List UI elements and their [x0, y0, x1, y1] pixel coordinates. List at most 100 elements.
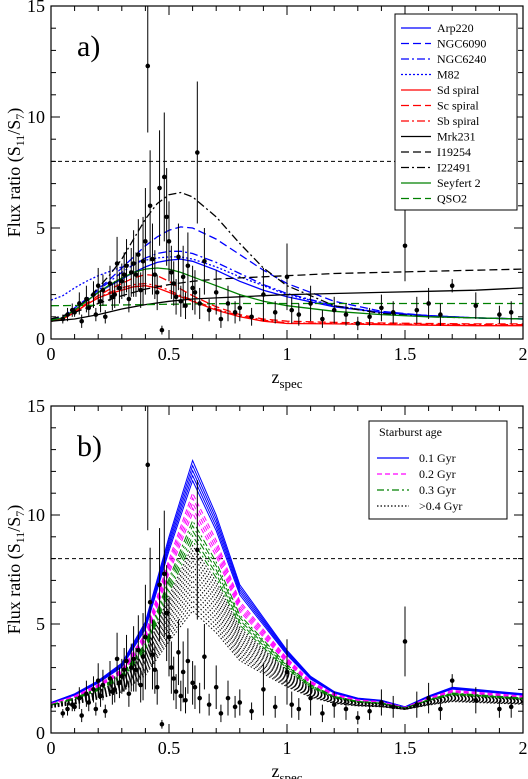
y-axis-title-part: 7 — [13, 511, 27, 517]
legend-label: M82 — [437, 68, 460, 82]
data-point — [225, 695, 231, 701]
data-point — [112, 292, 118, 297]
data-point — [379, 305, 384, 311]
data-point — [164, 610, 169, 616]
data-point — [183, 303, 188, 309]
data-point — [164, 214, 169, 220]
data-point — [112, 687, 118, 692]
data-point — [173, 689, 179, 694]
data-point — [169, 665, 174, 670]
data-point — [190, 680, 195, 686]
data-point — [131, 656, 136, 662]
y-axis-title-part: 11 — [13, 135, 27, 147]
data-point — [138, 682, 143, 688]
x-tick-label: 2 — [519, 344, 528, 364]
data-point — [138, 287, 143, 293]
data-point — [79, 713, 84, 718]
series-line — [51, 302, 523, 307]
data-point — [402, 243, 408, 249]
x-tick-label: 0.5 — [158, 344, 181, 364]
data-point — [402, 639, 408, 644]
data-point — [147, 599, 153, 605]
y-tick-label: 15 — [27, 396, 45, 416]
data-point — [100, 287, 106, 293]
data-point — [119, 278, 125, 284]
data-point — [497, 312, 502, 317]
y-axis-title-part: /S — [4, 517, 24, 532]
legend-box — [394, 13, 518, 211]
x-tick-label: 1.5 — [394, 344, 417, 364]
data-point — [426, 301, 431, 306]
data-point — [237, 305, 243, 311]
data-point — [140, 259, 146, 264]
data-point — [173, 294, 179, 300]
data-point — [107, 281, 113, 286]
data-point — [154, 684, 160, 690]
data-point — [232, 704, 238, 710]
panel-label: b) — [77, 430, 102, 463]
legend-label: 0.1 Gyr — [419, 451, 456, 465]
data-point — [355, 321, 361, 326]
x-tick-label: 1.5 — [394, 738, 417, 758]
y-axis-title-part: ) — [4, 108, 25, 114]
plot-area — [51, 6, 523, 335]
data-point — [145, 462, 151, 468]
data-point — [473, 303, 479, 309]
data-point — [320, 316, 325, 322]
data-point — [77, 301, 82, 306]
data-point — [114, 261, 120, 266]
data-point — [121, 272, 127, 277]
data-point — [232, 310, 238, 315]
data-point — [128, 665, 134, 670]
data-point — [86, 305, 92, 311]
x-axis-title-main: z — [271, 761, 279, 779]
data-point — [124, 658, 129, 664]
panel-a: 0 0.5 1 1.5 2 0 5 10 15 zspec Flux ratio (S11/S7) a… — [4, 0, 528, 391]
y-tick-label: 0 — [36, 723, 45, 743]
data-point — [272, 310, 278, 315]
data-point — [171, 281, 177, 286]
y-tick-label: 5 — [36, 614, 45, 634]
data-point — [237, 700, 243, 705]
data-point — [176, 650, 181, 655]
y-axis-title-part: Flux ratio (S — [4, 146, 25, 237]
data-point — [284, 669, 290, 675]
data-point — [93, 312, 99, 317]
data-point — [171, 676, 177, 681]
data-point — [84, 691, 89, 697]
data-point — [91, 687, 96, 692]
data-point — [249, 708, 254, 714]
x-axis-title: zspec — [271, 761, 302, 779]
x-tick-label: 0.5 — [158, 738, 181, 758]
data-point — [152, 272, 158, 277]
data-point — [107, 676, 113, 681]
data-point — [93, 706, 99, 712]
data-point — [154, 290, 160, 295]
series-line — [51, 267, 523, 321]
data-point — [213, 684, 219, 690]
data-point — [343, 706, 349, 712]
data-point — [296, 706, 302, 712]
data-point — [65, 312, 70, 317]
data-point — [272, 704, 278, 710]
x-tick-label: 0 — [47, 344, 56, 364]
data-point — [249, 314, 254, 320]
panel-label: a) — [77, 30, 100, 63]
y-axis-title: Flux ratio (S11/S7) — [4, 505, 27, 635]
data-point — [261, 292, 266, 297]
data-point — [65, 706, 70, 712]
data-point — [159, 327, 165, 333]
legend-label: NGC6240 — [437, 52, 486, 66]
legend-box — [368, 420, 508, 520]
data-point — [438, 312, 443, 317]
data-point — [131, 261, 136, 266]
data-point — [308, 695, 313, 701]
data-point — [206, 702, 212, 707]
y-axis-title-part: /S — [4, 120, 24, 135]
legend-label: >0.4 Gyr — [419, 499, 462, 513]
legend-label: QSO2 — [437, 192, 467, 206]
data-point — [289, 702, 295, 707]
data-point — [157, 582, 162, 588]
data-point — [225, 301, 231, 306]
data-point — [157, 185, 162, 191]
